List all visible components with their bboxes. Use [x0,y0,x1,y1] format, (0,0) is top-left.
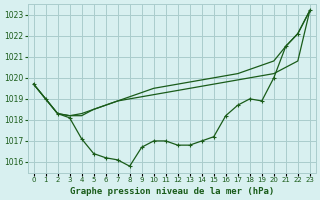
X-axis label: Graphe pression niveau de la mer (hPa): Graphe pression niveau de la mer (hPa) [69,187,274,196]
